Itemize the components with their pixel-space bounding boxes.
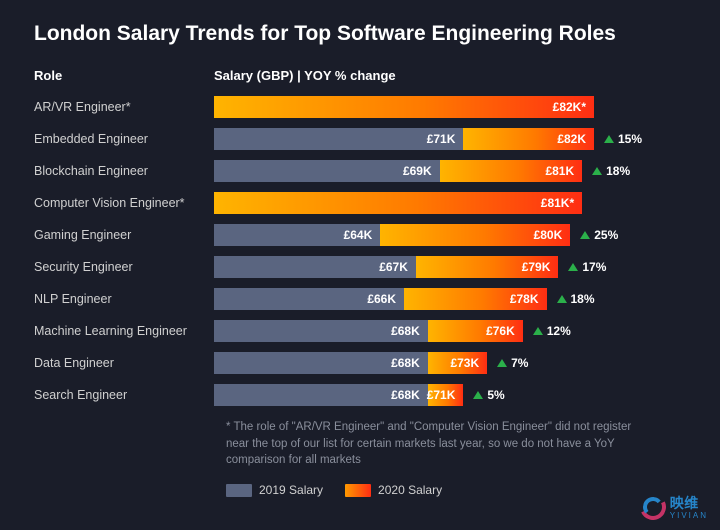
table-row: Blockchain Engineer£69K£81K 18% [34, 159, 686, 183]
table-row: AR/VR Engineer*£82K* [34, 95, 686, 119]
yoy-change: 7% [497, 352, 528, 374]
bar-2020: £78K [404, 288, 547, 310]
bar-2020: £81K [440, 160, 583, 182]
role-label: Data Engineer [34, 356, 214, 370]
bar-2019: £68K [214, 352, 428, 374]
table-row: Security Engineer£67K£79K 17% [34, 255, 686, 279]
bar-2019: £67K [214, 256, 416, 278]
role-label: AR/VR Engineer* [34, 100, 214, 114]
bar-group: £68K£76K 12% [214, 320, 686, 342]
yoy-value: 5% [487, 388, 504, 402]
bar-group: £81K* [214, 192, 686, 214]
bar-2020: £76K [428, 320, 523, 342]
arrow-up-icon [592, 167, 602, 175]
yoy-change: 25% [580, 224, 618, 246]
legend: 2019 Salary 2020 Salary [226, 483, 686, 497]
bar-group: £69K£81K 18% [214, 160, 686, 182]
role-label: NLP Engineer [34, 292, 214, 306]
bar-2019: £64K [214, 224, 380, 246]
yoy-value: 17% [582, 260, 606, 274]
yoy-change: 18% [592, 160, 630, 182]
header-salary: Salary (GBP) | YOY % change [214, 68, 686, 83]
yoy-value: 18% [571, 292, 595, 306]
bar-2020: £80K [380, 224, 570, 246]
bar-group: £67K£79K 17% [214, 256, 686, 278]
legend-2020-label: 2020 Salary [378, 483, 442, 497]
bar-2020: £82K [463, 128, 594, 150]
yoy-change: 18% [557, 288, 595, 310]
bar-2019: £69K [214, 160, 440, 182]
watermark: 映维 YIVIAN [640, 493, 708, 520]
chart-rows: AR/VR Engineer*£82K*Embedded Engineer£71… [34, 95, 686, 407]
legend-2019: 2019 Salary [226, 483, 323, 497]
bar-group: £66K£78K 18% [214, 288, 686, 310]
watermark-sub: YIVIAN [670, 511, 708, 520]
role-label: Blockchain Engineer [34, 164, 214, 178]
yoy-change: 15% [604, 128, 642, 150]
role-label: Search Engineer [34, 388, 214, 402]
bar-group: £64K£80K 25% [214, 224, 686, 246]
bar-2020: £82K* [214, 96, 594, 118]
bar-group: £68K£71K 5% [214, 384, 686, 406]
bar-2019: £68K [214, 384, 428, 406]
bar-group: £82K* [214, 96, 686, 118]
bar-group: £68K£73K 7% [214, 352, 686, 374]
table-row: NLP Engineer£66K£78K 18% [34, 287, 686, 311]
bar-2020: £81K* [214, 192, 582, 214]
arrow-up-icon [557, 295, 567, 303]
legend-2019-label: 2019 Salary [259, 483, 323, 497]
yoy-change: 12% [533, 320, 571, 342]
bar-2020: £79K [416, 256, 559, 278]
table-row: Embedded Engineer£71K£82K 15% [34, 127, 686, 151]
bar-2019: £71K [214, 128, 463, 150]
arrow-up-icon [580, 231, 590, 239]
swatch-2020 [345, 484, 371, 497]
yoy-value: 18% [606, 164, 630, 178]
arrow-up-icon [568, 263, 578, 271]
page-title: London Salary Trends for Top Software En… [34, 22, 686, 46]
role-label: Gaming Engineer [34, 228, 214, 242]
bar-2019: £66K [214, 288, 404, 310]
arrow-up-icon [473, 391, 483, 399]
bar-2020: £71K [428, 384, 464, 406]
yoy-change: 5% [473, 384, 504, 406]
yoy-value: 12% [547, 324, 571, 338]
role-label: Machine Learning Engineer [34, 324, 214, 338]
yoy-value: 25% [594, 228, 618, 242]
role-label: Security Engineer [34, 260, 214, 274]
swatch-2019 [226, 484, 252, 497]
watermark-icon [640, 494, 666, 520]
role-label: Computer Vision Engineer* [34, 196, 214, 210]
bar-2020: £73K [428, 352, 487, 374]
table-row: Machine Learning Engineer£68K£76K 12% [34, 319, 686, 343]
role-label: Embedded Engineer [34, 132, 214, 146]
column-headers: Role Salary (GBP) | YOY % change [34, 68, 686, 83]
legend-2020: 2020 Salary [345, 483, 442, 497]
table-row: Gaming Engineer£64K£80K 25% [34, 223, 686, 247]
yoy-value: 7% [511, 356, 528, 370]
yoy-value: 15% [618, 132, 642, 146]
bar-2019: £68K [214, 320, 428, 342]
table-row: Computer Vision Engineer*£81K* [34, 191, 686, 215]
header-role: Role [34, 68, 214, 83]
watermark-brand: 映维 [670, 493, 708, 513]
arrow-up-icon [533, 327, 543, 335]
yoy-change: 17% [568, 256, 606, 278]
table-row: Search Engineer£68K£71K 5% [34, 383, 686, 407]
table-row: Data Engineer£68K£73K 7% [34, 351, 686, 375]
arrow-up-icon [497, 359, 507, 367]
arrow-up-icon [604, 135, 614, 143]
footnote: * The role of "AR/VR Engineer" and "Comp… [226, 419, 646, 469]
bar-group: £71K£82K 15% [214, 128, 686, 150]
